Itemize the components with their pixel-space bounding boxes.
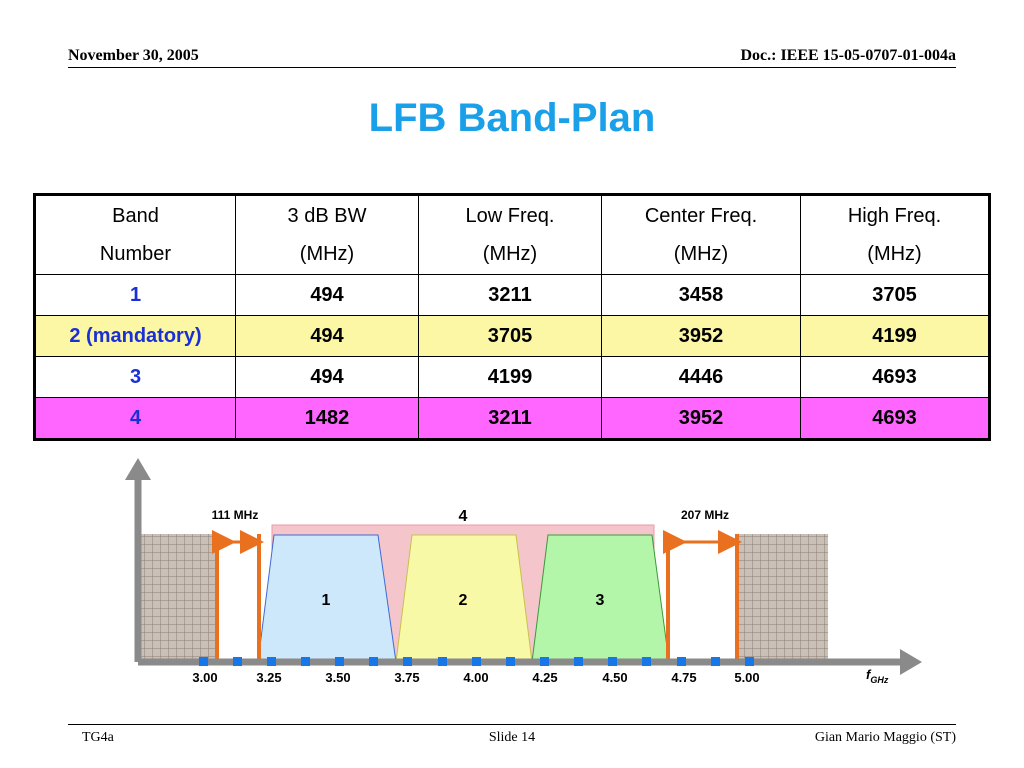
tick-marker bbox=[301, 657, 310, 666]
tick-marker bbox=[199, 657, 208, 666]
tick-marker bbox=[335, 657, 344, 666]
guard-bar bbox=[215, 534, 219, 662]
band-3-label: 3 bbox=[596, 592, 605, 609]
tick-marker bbox=[608, 657, 617, 666]
tick-marker bbox=[677, 657, 686, 666]
cell-center: 3458 bbox=[601, 274, 801, 316]
cell-low: 3211 bbox=[418, 274, 602, 316]
tick-marker bbox=[472, 657, 481, 666]
table-row: 1 494 3211 3458 3705 bbox=[34, 274, 990, 316]
cell-band: 2 (mandatory) bbox=[34, 315, 236, 357]
header-doc-id: Doc.: IEEE 15-05-0707-01-004a bbox=[740, 47, 956, 64]
band-2-label: 2 bbox=[459, 592, 468, 609]
tick-marker bbox=[267, 657, 276, 666]
tick-marker bbox=[642, 657, 651, 666]
tick-label: 3.00 bbox=[192, 670, 217, 685]
tick-label: 4.50 bbox=[602, 670, 627, 685]
tick-label: 3.50 bbox=[325, 670, 350, 685]
table-row: 2 (mandatory) 494 3705 3952 4199 bbox=[34, 315, 990, 357]
footer-slide-number: Slide 14 bbox=[488, 730, 536, 745]
cell-bw: 494 bbox=[235, 356, 419, 398]
tick-marker bbox=[711, 657, 720, 666]
tick-label: 4.00 bbox=[463, 670, 488, 685]
tick-marker bbox=[506, 657, 515, 666]
cell-bw: 494 bbox=[235, 274, 419, 316]
tick-marker bbox=[233, 657, 242, 666]
cell-high: 4693 bbox=[800, 397, 990, 440]
cell-low: 3211 bbox=[418, 397, 602, 440]
band-1-label: 1 bbox=[322, 592, 331, 609]
cell-high: 4199 bbox=[800, 315, 990, 357]
cell-bw: 1482 bbox=[235, 397, 419, 440]
cell-center: 3952 bbox=[601, 315, 801, 357]
col-header-band-number: Band Number bbox=[34, 194, 236, 275]
tick-marker bbox=[403, 657, 412, 666]
tick-label: 4.75 bbox=[671, 670, 696, 685]
header-rule bbox=[68, 67, 956, 68]
tick-marker bbox=[540, 657, 549, 666]
band-plan-table: Band Number 3 dB BW (MHz) Low Freq. (MHz) C… bbox=[33, 193, 991, 441]
footer-group: TG4a bbox=[82, 730, 114, 745]
table-header-row: Band Number 3 dB BW (MHz) Low Freq. (MHz) C… bbox=[34, 194, 990, 275]
excluded-region-left bbox=[141, 534, 217, 662]
footer-author: Gian Mario Maggio (ST) bbox=[814, 730, 956, 745]
tick-marker bbox=[369, 657, 378, 666]
tick-marker bbox=[745, 657, 754, 666]
cell-low: 3705 bbox=[418, 315, 602, 357]
slide-title: LFB Band-Plan bbox=[368, 96, 656, 140]
guard-right-label: 207 MHz bbox=[681, 508, 729, 522]
guard-bar bbox=[666, 534, 670, 662]
tick-markers bbox=[199, 657, 754, 666]
y-axis-arrowhead bbox=[125, 458, 151, 480]
band-4-label: 4 bbox=[459, 508, 468, 525]
header-date: November 30, 2005 bbox=[68, 47, 199, 64]
x-axis-arrowhead bbox=[900, 649, 922, 675]
table-row: 4 1482 3211 3952 4693 bbox=[34, 397, 990, 440]
tick-marker bbox=[438, 657, 447, 666]
col-header-center-freq: Center Freq. (MHz) bbox=[601, 194, 801, 275]
guard-left-label: 111 MHz bbox=[212, 508, 259, 522]
cell-band: 3 bbox=[34, 356, 236, 398]
tick-marker bbox=[574, 657, 583, 666]
cell-center: 4446 bbox=[601, 356, 801, 398]
col-header-low-freq: Low Freq. (MHz) bbox=[418, 194, 602, 275]
guard-bar bbox=[257, 534, 261, 662]
col-header-high-freq: High Freq. (MHz) bbox=[800, 194, 990, 275]
cell-bw: 494 bbox=[235, 315, 419, 357]
tick-label: 5.00 bbox=[734, 670, 759, 685]
cell-high: 3705 bbox=[800, 274, 990, 316]
footer-rule bbox=[68, 724, 956, 725]
tick-label: 3.25 bbox=[256, 670, 281, 685]
cell-band: 4 bbox=[34, 397, 236, 440]
x-axis-label: fGHz bbox=[866, 667, 889, 685]
excluded-region-right bbox=[738, 534, 828, 662]
tick-label: 3.75 bbox=[394, 670, 419, 685]
guard-bar bbox=[735, 534, 739, 662]
tick-label: 4.25 bbox=[532, 670, 557, 685]
